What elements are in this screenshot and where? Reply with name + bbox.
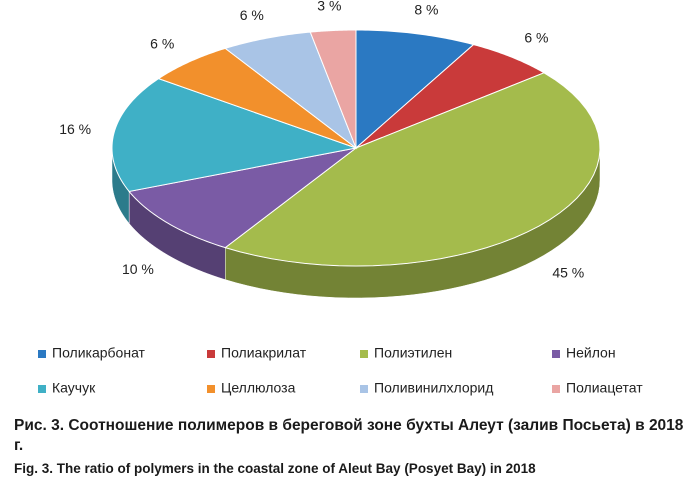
caption: Рис. 3. Соотношение полимеров в берегово… (14, 417, 684, 454)
data-label: 6 % (524, 30, 548, 46)
legend-label: Полиэтилен (374, 345, 452, 361)
legend-label: Нейлон (566, 345, 616, 361)
data-label: 16 % (59, 121, 91, 137)
legend-label: Поликарбонат (52, 345, 146, 361)
slice (224, 72, 601, 267)
legend-swatch (360, 385, 368, 393)
legend-label: Каучук (52, 380, 96, 396)
caption-en: Fig. 3. The ratio of polymers in the coa… (14, 461, 536, 476)
legend-swatch (552, 385, 560, 393)
legend-swatch (38, 350, 46, 358)
slice (309, 29, 357, 149)
data-label: 10 % (122, 261, 154, 277)
legend-swatch (360, 350, 368, 358)
slice (355, 44, 546, 149)
legend-label: Целлюлоза (221, 380, 296, 396)
legend-swatch (552, 350, 560, 358)
slice (355, 29, 475, 150)
legend-swatch (207, 350, 215, 358)
slice (157, 47, 357, 149)
legend-label: Полиацетат (566, 380, 643, 396)
data-label: 6 % (240, 7, 264, 23)
data-label: 8 % (414, 2, 438, 18)
slice (224, 31, 358, 150)
legend-label: Полиакрилат (221, 345, 307, 361)
slice (128, 147, 357, 249)
data-label: 45 % (552, 264, 584, 280)
legend-swatch (207, 385, 215, 393)
chart: 8 % 6 % 45 % 10 % 16 % 6 % 6 % 3 % Поликарбонат П… (38, 0, 643, 396)
legend-swatch (38, 385, 46, 393)
data-label: 3 % (317, 0, 341, 14)
data-label: 6 % (150, 35, 174, 51)
slice (111, 78, 358, 192)
legend-label: Поливинилхлорид (374, 380, 493, 396)
